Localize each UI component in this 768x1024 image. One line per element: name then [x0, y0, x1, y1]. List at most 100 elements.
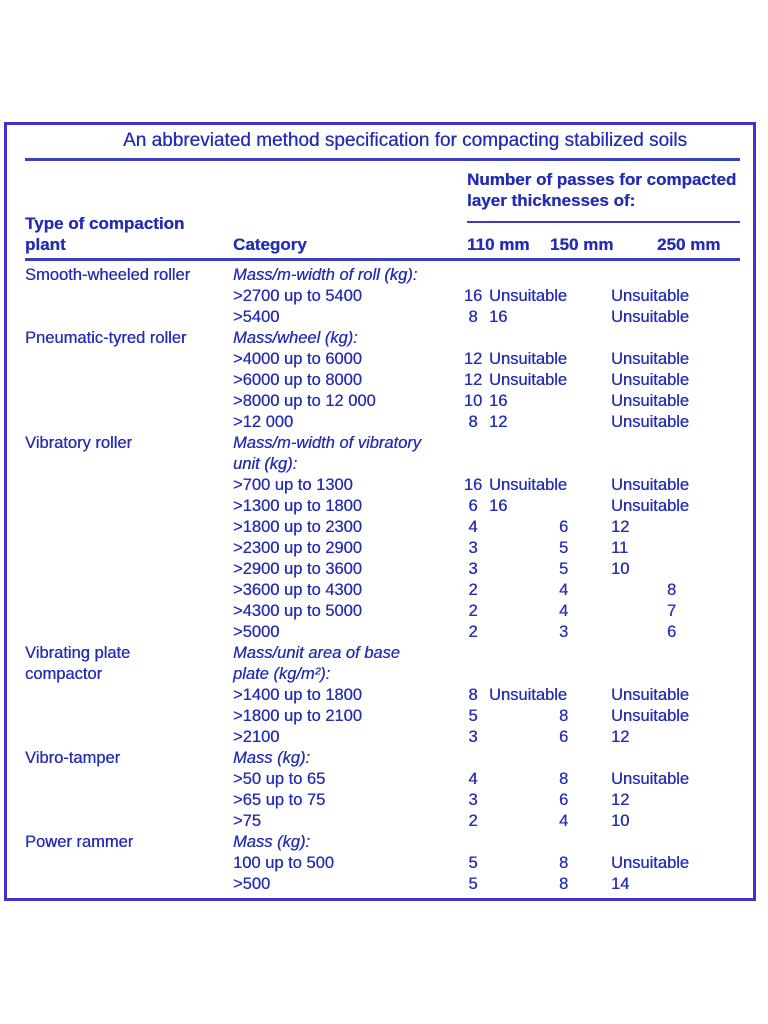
plant-cell: Power rammer — [25, 832, 233, 853]
table-row: >700 up to 1300 16 Unsuitable Unsuitable — [25, 475, 740, 496]
plant-cell — [25, 790, 233, 811]
category-cell-text: >2700 up to 5400 — [233, 287, 362, 305]
category-cell-text: plate (kg/m²): — [233, 665, 331, 683]
passes-150-cell: 8 — [489, 706, 611, 727]
passes-250-cell — [611, 454, 740, 475]
plant-cell-text: Pneumatic-tyred roller — [25, 329, 187, 347]
passes-250-cell-text: Unsuitable — [611, 392, 689, 410]
passes-150-cell: Unsuitable — [489, 349, 611, 370]
passes-110-cell-text: 16 — [463, 476, 483, 494]
passes-150-cell: 4 — [489, 811, 611, 832]
category-cell-text: Mass (kg): — [233, 833, 311, 851]
plant-cell — [25, 391, 233, 412]
passes-110-cell — [457, 433, 489, 454]
passes-110-cell — [457, 454, 489, 475]
table-row: Vibratory roller Mass/m-width of vibrator… — [25, 433, 740, 454]
category-cell: >12 000 — [233, 412, 457, 433]
passes-110-cell — [457, 265, 489, 286]
category-cell: Mass/m-width of vibratory — [233, 433, 457, 454]
passes-250-cell — [611, 748, 740, 769]
header-rule — [25, 258, 740, 261]
passes-250-cell-text: Unsuitable — [611, 308, 689, 326]
plant-cell: Smooth-wheeled roller — [25, 265, 233, 286]
passes-110-cell: 4 — [457, 769, 489, 790]
passes-150-cell: 3 — [489, 622, 611, 643]
category-cell-text: >1400 up to 1800 — [233, 686, 362, 704]
passes-110-cell-text: 3 — [468, 560, 478, 578]
category-cell-text: 100 up to 500 — [233, 854, 334, 872]
passes-250-cell: 10 — [611, 559, 740, 580]
passes-250-cell: 10 — [611, 811, 740, 832]
plant-cell — [25, 412, 233, 433]
passes-150-cell — [489, 328, 611, 349]
category-cell-text: >4300 up to 5000 — [233, 602, 362, 620]
passes-150-cell-text: 4 — [559, 812, 569, 830]
category-cell-text: Mass (kg): — [233, 749, 311, 767]
passes-150-cell: Unsuitable — [489, 685, 611, 706]
passes-150-cell-text: 4 — [559, 581, 569, 599]
category-cell: Mass/m-width of roll (kg): — [233, 265, 457, 286]
passes-250-cell: 6 — [611, 622, 740, 643]
passes-150-cell-text: 5 — [559, 560, 569, 578]
table-row: >4300 up to 5000 2 4 7 — [25, 601, 740, 622]
passes-250-cell-text: 8 — [667, 581, 677, 599]
passes-250-cell: Unsuitable — [611, 349, 740, 370]
passes-150-cell: 5 — [489, 538, 611, 559]
passes-150-cell: 8 — [489, 853, 611, 874]
category-cell-text: >65 up to 75 — [233, 791, 326, 809]
table-row: >50 up to 65 4 8 Unsuitable — [25, 769, 740, 790]
passes-110-cell: 12 — [457, 370, 489, 391]
passes-150-cell-text: 8 — [559, 770, 569, 788]
passes-250-cell-text: 14 — [611, 875, 630, 893]
passes-150-cell-text: Unsuitable — [489, 476, 567, 494]
table-row: >1400 up to 1800 8 Unsuitable Unsuitable — [25, 685, 740, 706]
passes-110-cell: 3 — [457, 790, 489, 811]
passes-250-cell: Unsuitable — [611, 496, 740, 517]
passes-150-cell: 6 — [489, 517, 611, 538]
table-row: >1800 up to 2300 4 6 12 — [25, 517, 740, 538]
plant-cell — [25, 601, 233, 622]
table-row: >500 5 8 14 — [25, 874, 740, 895]
passes-110-cell: 5 — [457, 706, 489, 727]
passes-250-cell-text: Unsuitable — [611, 770, 689, 788]
category-cell-text: >700 up to 1300 — [233, 476, 353, 494]
column-header-plant: Type of compaction plant — [25, 214, 185, 254]
table-row: >8000 up to 12 000 10 16 Unsuitable — [25, 391, 740, 412]
passes-250-cell: 12 — [611, 517, 740, 538]
table-row: unit (kg): — [25, 454, 740, 475]
passes-110-cell: 16 — [457, 475, 489, 496]
passes-150-cell — [489, 664, 611, 685]
plant-cell — [25, 706, 233, 727]
plant-cell-text: Vibrating plate — [25, 644, 131, 662]
plant-cell — [25, 727, 233, 748]
passes-250-cell-text: 10 — [611, 812, 630, 830]
passes-250-cell-text: 12 — [611, 518, 630, 536]
passes-150-cell: 16 — [489, 307, 611, 328]
passes-250-cell: 12 — [611, 727, 740, 748]
table-row: >12 000 8 12 Unsuitable — [25, 412, 740, 433]
passes-250-cell — [611, 664, 740, 685]
passes-150-cell-text: 4 — [559, 602, 569, 620]
category-cell-text: >6000 up to 8000 — [233, 371, 362, 389]
passes-110-cell-text: 3 — [468, 791, 478, 809]
category-cell-text: Mass/m-width of vibratory — [233, 434, 421, 452]
category-cell-text: Mass/wheel (kg): — [233, 329, 358, 347]
plant-cell — [25, 580, 233, 601]
passes-110-cell — [457, 664, 489, 685]
passes-110-cell — [457, 832, 489, 853]
passes-250-cell — [611, 265, 740, 286]
plant-cell: Vibro-tamper — [25, 748, 233, 769]
category-cell: >1300 up to 1800 — [233, 496, 457, 517]
passes-110-cell-text: 10 — [463, 392, 483, 410]
passes-150-cell-text: 16 — [489, 497, 508, 515]
table-row: 100 up to 500 5 8 Unsuitable — [25, 853, 740, 874]
passes-110-cell — [457, 328, 489, 349]
passes-110-cell — [457, 748, 489, 769]
category-cell: Mass (kg): — [233, 748, 457, 769]
plant-cell-text: Vibro-tamper — [25, 749, 121, 767]
passes-150-cell: 6 — [489, 727, 611, 748]
passes-250-cell: Unsuitable — [611, 853, 740, 874]
plant-cell — [25, 370, 233, 391]
passes-150-cell: 4 — [489, 580, 611, 601]
plant-cell: Vibratory roller — [25, 433, 233, 454]
